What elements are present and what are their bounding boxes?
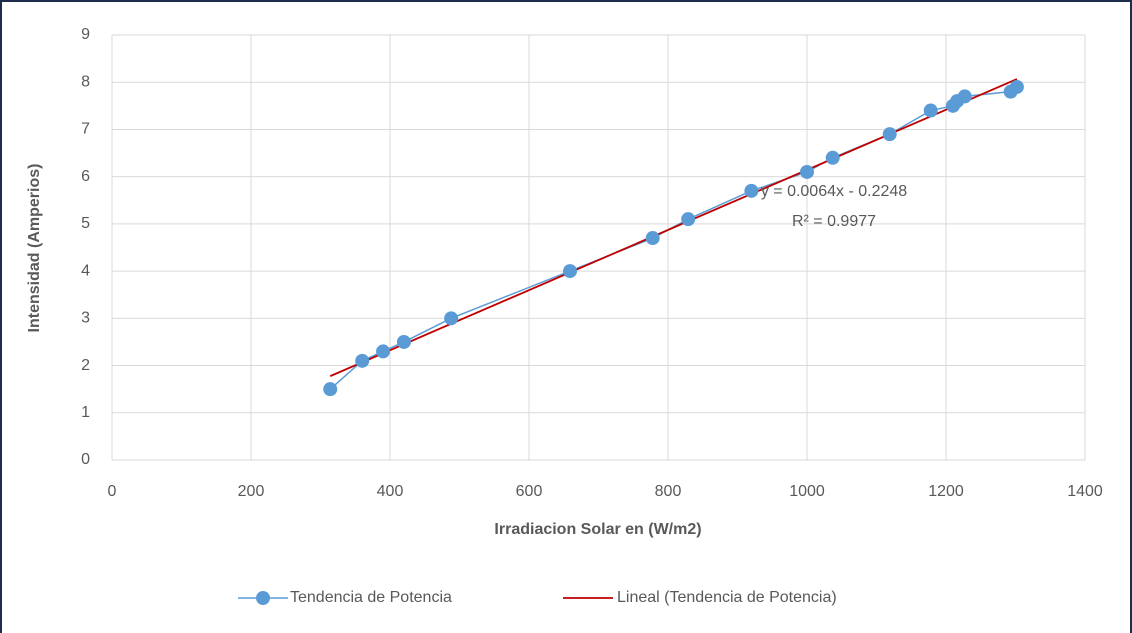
x-tick-label: 1400 <box>1067 483 1103 500</box>
point <box>882 127 897 142</box>
x-tick-label: 400 <box>377 483 404 500</box>
point <box>681 212 696 227</box>
point <box>744 183 759 198</box>
x-tick-label: 0 <box>108 483 117 500</box>
y-tick-label: 1 <box>81 404 90 421</box>
y-tick-label: 3 <box>81 310 90 327</box>
legend-marker <box>256 591 270 605</box>
y-tick-label: 9 <box>81 26 90 43</box>
annotation: R² = 0.9977 <box>792 213 876 230</box>
y-tick-label: 2 <box>81 357 90 374</box>
point <box>376 344 391 359</box>
y-tick-label: 0 <box>81 451 90 468</box>
x-tick-label: 800 <box>655 483 682 500</box>
legend-label: Tendencia de Potencia <box>290 589 452 606</box>
point <box>825 150 840 165</box>
point <box>355 353 370 368</box>
x-tick-label: 200 <box>238 483 265 500</box>
point <box>563 264 578 279</box>
x-tick-label: 1000 <box>789 483 825 500</box>
point <box>323 382 338 397</box>
point <box>645 231 660 246</box>
point <box>396 334 411 349</box>
x-axis-label: Irradiacion Solar en (W/m2) <box>494 521 701 538</box>
y-tick-label: 6 <box>81 168 90 185</box>
y-axis-label: Intensidad (Amperios) <box>26 164 43 333</box>
y-tick-label: 8 <box>81 73 90 90</box>
point <box>923 103 938 118</box>
y-tick-label: 4 <box>81 262 90 279</box>
point <box>444 311 459 326</box>
y-tick-label: 7 <box>81 121 90 138</box>
x-tick-label: 600 <box>516 483 543 500</box>
annotation: y = 0.0064x - 0.2248 <box>761 183 907 200</box>
y-tick-label: 5 <box>81 215 90 232</box>
point <box>957 89 972 104</box>
point <box>800 164 814 179</box>
point <box>1009 79 1024 94</box>
trendline <box>329 78 1018 377</box>
x-tick-label: 1200 <box>928 483 964 500</box>
legend-label: Lineal (Tendencia de Potencia) <box>617 589 837 606</box>
